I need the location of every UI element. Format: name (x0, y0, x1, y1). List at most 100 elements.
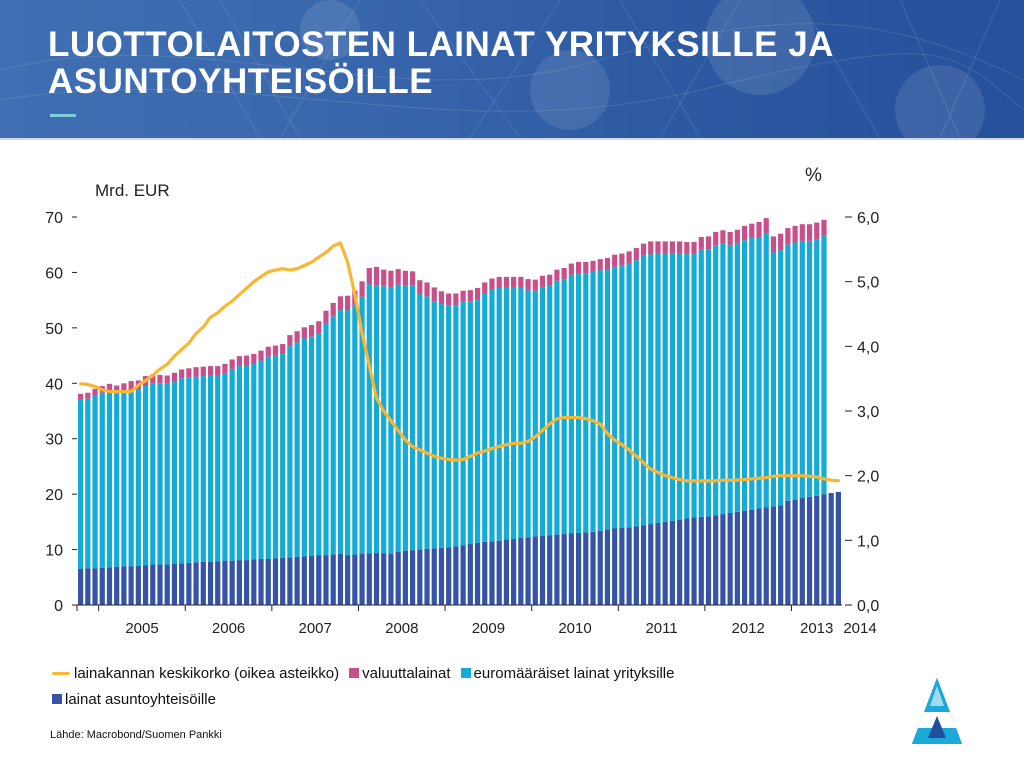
bar-euro (785, 244, 791, 501)
chart-bars (78, 218, 841, 605)
bar-housing (821, 494, 827, 605)
bar-euro (424, 296, 430, 550)
bar-housing (705, 516, 712, 605)
bar-housing (229, 560, 235, 605)
bar-fx (734, 229, 740, 244)
right-axis-unit: % (805, 165, 822, 186)
bar-euro (359, 296, 365, 555)
bar-euro (590, 271, 596, 532)
bar-housing (179, 563, 185, 605)
bar-housing (193, 562, 199, 605)
bar-housing (78, 568, 84, 605)
bar-euro (272, 355, 279, 559)
bar-fx (539, 275, 546, 287)
bar-euro (720, 243, 726, 515)
legend-label-euro: euromääräiset lainat yrityksille (473, 664, 675, 682)
bar-euro (619, 265, 625, 528)
bar-housing (684, 518, 690, 605)
legend-item-housing: lainat asuntoyhteisöille (52, 691, 216, 708)
bar-fx (662, 241, 668, 254)
bar-fx (467, 290, 473, 302)
bar-housing (121, 566, 127, 605)
bar-euro (561, 279, 567, 535)
bar-fx (669, 241, 675, 254)
bar-euro (705, 249, 712, 517)
bar-euro (150, 383, 156, 565)
bar-euro (677, 253, 683, 520)
left-axis-tick-label: 20 (45, 487, 63, 504)
bar-housing (287, 557, 293, 605)
bar-housing (785, 500, 791, 605)
bar-housing (431, 548, 437, 605)
bar-housing (806, 496, 813, 605)
bar-housing (373, 552, 380, 605)
bar-fx (446, 293, 452, 306)
bar-fx (575, 261, 582, 273)
bar-housing (640, 525, 647, 605)
bar-fx (301, 327, 307, 339)
bar-housing (648, 524, 654, 605)
bar-fx (460, 290, 466, 302)
bar-euro (539, 286, 546, 536)
bar-fx (409, 271, 416, 286)
bar-housing (633, 526, 639, 605)
bar-euro (763, 233, 769, 508)
bar-fx (171, 372, 178, 382)
bar-housing (518, 537, 524, 605)
bar-housing (734, 511, 740, 605)
x-axis-label: 2009 (472, 620, 505, 637)
bar-fx (128, 381, 134, 390)
bar-fx (388, 270, 394, 288)
bar-fx (547, 274, 553, 286)
bar-housing (337, 554, 344, 605)
bar-fx (373, 266, 380, 286)
bar-housing (467, 544, 473, 605)
bar-fx (727, 231, 733, 246)
bar-euro (294, 342, 300, 557)
bar-housing (626, 527, 632, 605)
bar-fx (713, 231, 719, 246)
bar-housing (547, 535, 553, 605)
bar-housing (453, 546, 459, 605)
bar-fx (337, 296, 344, 311)
slide-title: LUOTTOLAITOSTEN LAINAT YRITYKSILLE JA AS… (48, 25, 833, 101)
bar-housing (157, 564, 163, 605)
bar-fx (720, 230, 726, 244)
right-axis-tick-label: 1,0 (857, 533, 879, 550)
bar-euro (612, 266, 618, 529)
bar-housing (655, 522, 661, 605)
title-accent-dash (50, 114, 76, 117)
bar-fx (684, 241, 690, 255)
bar-housing (741, 510, 748, 605)
bar-housing (265, 558, 271, 605)
bar-euro (78, 399, 84, 569)
bar-housing (583, 532, 589, 605)
bar-housing (720, 514, 726, 605)
bar-fx (821, 219, 827, 236)
rate-line (79, 241, 840, 483)
bar-euro (460, 301, 466, 546)
right-axis-tick-label: 4,0 (857, 339, 879, 356)
bar-euro (280, 353, 286, 558)
bar-euro (337, 310, 344, 555)
bar-housing (496, 540, 502, 605)
bar-euro (792, 242, 798, 500)
bar-euro (215, 375, 221, 562)
bar-euro (626, 263, 632, 528)
bar-housing (828, 493, 834, 605)
bar-fx (272, 345, 279, 356)
bar-euro (236, 366, 242, 561)
bar-housing (200, 561, 206, 605)
legend-swatch-fx (349, 668, 360, 678)
bar-fx (511, 276, 517, 288)
bar-euro (330, 316, 336, 555)
bar-euro (640, 255, 647, 526)
bar-housing (359, 554, 365, 605)
bar-euro (316, 333, 322, 556)
bar-fx (561, 267, 567, 280)
bar-housing (763, 507, 769, 605)
bar-housing (352, 554, 358, 605)
bar-euro (496, 287, 502, 541)
bar-fx (770, 236, 777, 253)
legend-swatch-rate (52, 671, 70, 675)
